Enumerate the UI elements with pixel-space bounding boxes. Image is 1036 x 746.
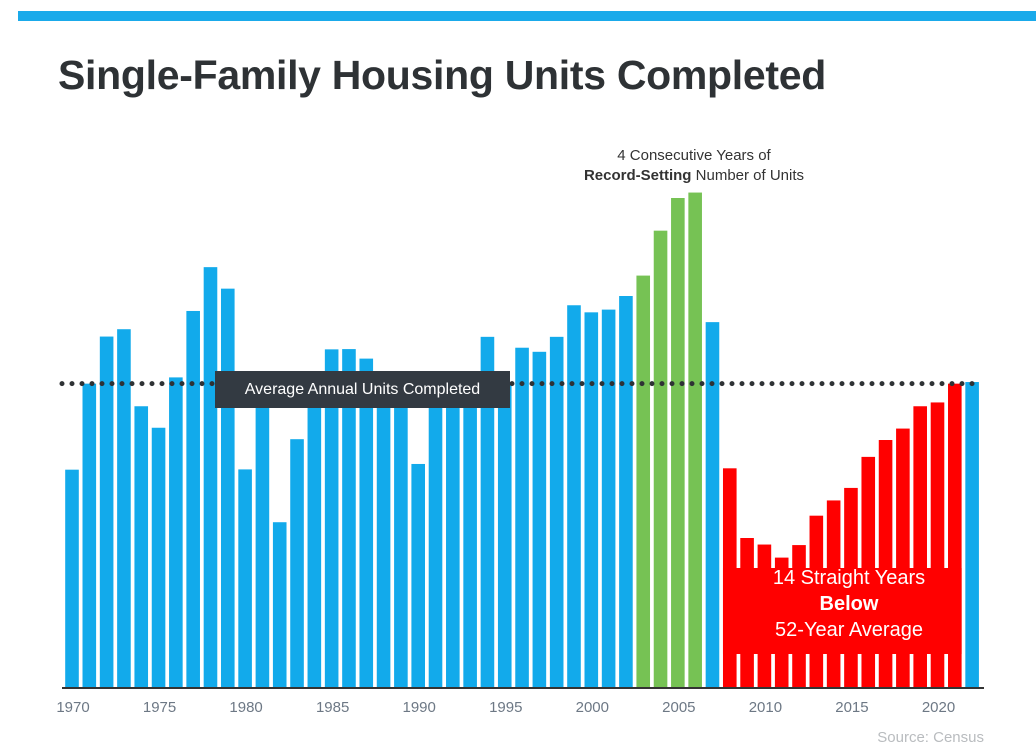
below-annotation-line3: 52-Year Average [775,619,923,641]
x-tick-label-1975: 1975 [143,699,176,716]
bar-1995 [497,383,512,688]
bar-1976 [169,377,183,688]
bar-1997 [532,351,547,688]
bar-1982 [272,522,287,688]
bar-1990 [411,463,425,688]
bar-1994 [480,336,495,688]
x-tick-label-1980: 1980 [229,699,262,716]
bar-1977 [186,310,200,688]
bar-2018 [896,428,910,688]
bar-2005 [671,198,685,688]
bar-2000 [584,312,599,688]
x-tick-label-1995: 1995 [489,699,522,716]
bar-2016 [861,456,876,688]
bar-2004 [653,230,668,688]
bar-1992 [446,375,460,688]
bar-2009 [740,538,754,688]
record-annotation-bold: Record-Setting [583,167,692,184]
below-annotation-line1: 14 Straight Years [772,567,926,589]
chart-title: Single-Family Housing Units Completed [58,52,826,98]
below-average-annotation: 14 Straight Years Below 52-Year Average [734,565,964,655]
bar-2001 [601,309,616,688]
bar-1993 [463,382,477,688]
bar-2003 [636,275,651,688]
x-tick-label-2015: 2015 [835,699,868,716]
bar-1974 [134,406,149,688]
bar-1998 [549,336,564,688]
bar-1991 [428,383,443,688]
bar-2013 [809,515,824,688]
x-tick-label-1990: 1990 [403,699,436,716]
bar-1971 [82,383,97,688]
source-note: Source: Census [877,729,984,746]
below-annotation-line2: Below [734,591,964,617]
bar-1973 [117,329,131,688]
bar-1999 [567,305,581,688]
bar-1979 [220,288,235,688]
bar-1987 [359,358,374,688]
bar-1980 [238,469,252,688]
bar-2002 [619,296,633,688]
bar-2021 [948,383,962,688]
bar-2006 [688,192,702,689]
record-annotation-rest: Number of Units [691,167,805,184]
top-accent-band [18,11,1036,21]
bar-1981 [255,383,270,688]
bar-1972 [99,336,114,688]
bar-2020 [930,402,945,688]
bar-2022 [965,382,979,688]
record-annotation-line1: 4 Consecutive Years of [617,147,771,164]
bar-2014 [826,500,841,688]
x-tick-label-1970: 1970 [56,699,89,716]
bar-1988 [376,376,391,688]
bar-2008 [722,468,737,688]
bar-1970 [65,469,79,688]
bar-2011 [774,557,789,688]
x-tick-label-2005: 2005 [662,699,695,716]
bar-1978 [203,267,218,688]
bar-1985 [324,349,339,688]
bar-2015 [844,487,858,688]
record-setting-annotation: 4 Consecutive Years of Record-Setting Nu… [544,146,844,186]
average-line-label-text: Average Annual Units Completed [244,380,481,398]
x-tick-label-1985: 1985 [316,699,349,716]
record-annotation-line2: Record-Setting Number of Units [544,166,844,186]
bar-2017 [878,440,893,688]
bar-2010 [757,544,772,688]
bar-1996 [515,347,529,688]
bar-2019 [913,406,927,688]
bar-1989 [394,376,408,688]
bar-2012 [792,545,806,688]
below-annotation-bold: Below [819,593,879,615]
bar-1986 [342,349,356,688]
average-line-label: Average Annual Units Completed [215,371,510,408]
bar-1975 [151,427,166,688]
x-tick-label-2000: 2000 [576,699,609,716]
bar-2007 [705,322,720,688]
bar-1983 [290,439,304,688]
x-tick-label-2010: 2010 [749,699,782,716]
bar-1984 [307,373,322,688]
x-tick-label-2020: 2020 [922,699,955,716]
